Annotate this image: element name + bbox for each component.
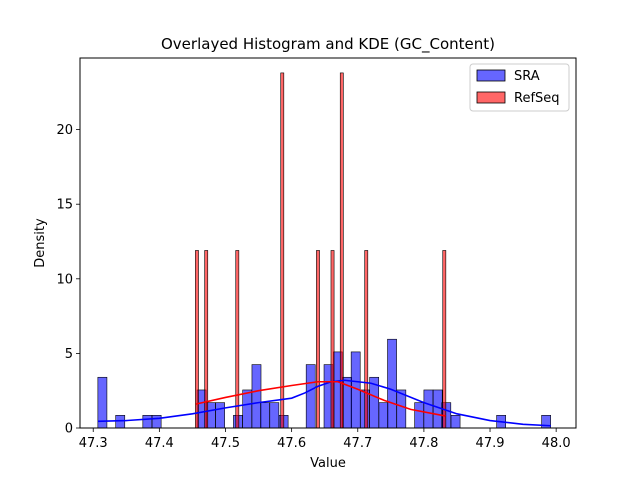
histogram-bar <box>215 402 225 429</box>
y-tick-label: 20 <box>56 123 73 138</box>
histogram-bar <box>387 338 397 429</box>
histogram-bar <box>423 389 434 429</box>
histogram-bar <box>339 72 344 429</box>
kde-line-1 <box>195 380 446 417</box>
histogram-bar <box>414 402 424 429</box>
histogram-bar <box>260 402 270 429</box>
histogram-bar <box>142 415 153 429</box>
legend-label-refseq: RefSeq <box>514 91 560 106</box>
histogram-bar <box>280 72 285 429</box>
y-tick-label: 10 <box>56 272 73 287</box>
histogram-bar <box>269 402 280 429</box>
y-axis-ticks: 0 5 10 15 20 <box>56 123 80 437</box>
histogram-bar <box>450 415 461 429</box>
x-tick-label: 47.5 <box>211 436 240 451</box>
histogram-bar <box>330 250 335 429</box>
axes-frame <box>79 57 577 429</box>
x-tick-label: 47.9 <box>476 436 505 451</box>
histogram-bar <box>396 389 407 429</box>
histogram-bar <box>364 250 369 429</box>
y-tick-label: 0 <box>65 422 73 437</box>
histogram-bar <box>115 415 126 429</box>
x-tick-label: 47.3 <box>79 436 108 451</box>
x-tick-label: 47.6 <box>277 436 306 451</box>
y-tick-label: 15 <box>56 198 73 213</box>
histogram-bar <box>242 389 253 429</box>
legend: SRA RefSeq <box>469 63 570 112</box>
x-axis-ticks: 47.3 47.4 47.5 47.6 47.7 47.8 47.9 48.0 <box>79 428 571 451</box>
x-tick-label: 47.4 <box>145 436 174 451</box>
x-tick-label: 47.7 <box>343 436 372 451</box>
x-tick-label: 48.0 <box>542 436 571 451</box>
y-tick-label: 5 <box>65 347 73 362</box>
x-tick-label: 47.8 <box>409 436 438 451</box>
histogram-bar <box>195 250 199 429</box>
histogram-bar <box>316 250 320 429</box>
x-axis-label: Value <box>310 456 346 471</box>
legend-swatch-sra <box>476 69 506 82</box>
y-axis-label: Density <box>33 218 48 268</box>
legend-label-sra: SRA <box>514 69 540 84</box>
histogram-bar <box>442 250 447 429</box>
histogram-bar <box>305 364 316 429</box>
histogram-bar <box>251 364 262 429</box>
histogram-bar <box>378 402 389 429</box>
chart-title: Overlayed Histogram and KDE (GC_Content) <box>161 35 495 54</box>
histogram-bar <box>151 415 162 429</box>
series-bars-1 <box>195 72 447 429</box>
histogram-bar <box>235 250 240 429</box>
legend-swatch-refseq <box>476 91 506 104</box>
